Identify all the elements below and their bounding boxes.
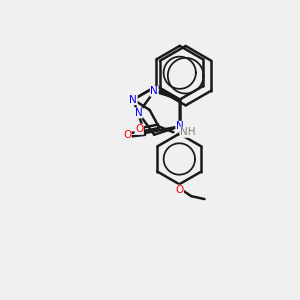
Text: NH: NH bbox=[180, 127, 195, 137]
Text: N: N bbox=[176, 122, 184, 131]
Text: O: O bbox=[135, 124, 143, 134]
Text: N: N bbox=[135, 108, 142, 118]
Text: O: O bbox=[123, 130, 131, 140]
Text: N: N bbox=[129, 94, 137, 104]
Text: N: N bbox=[150, 86, 158, 96]
Text: O: O bbox=[175, 185, 184, 195]
